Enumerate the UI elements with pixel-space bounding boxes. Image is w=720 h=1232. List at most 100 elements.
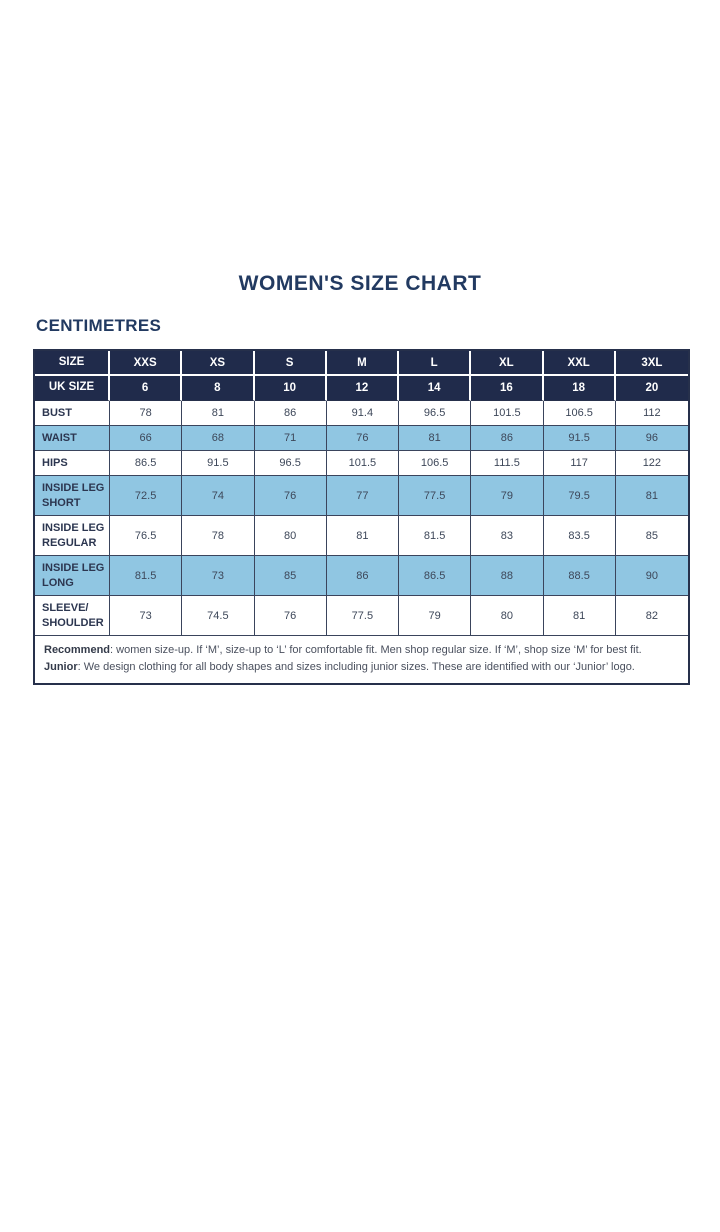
measurement-value: 86.5 <box>110 451 183 476</box>
measurement-value: 74.5 <box>182 596 255 636</box>
measurement-value: 86 <box>254 401 327 426</box>
measurement-value: 81 <box>182 401 255 426</box>
uk-size-row-label: UK SIZE <box>35 376 110 401</box>
measurement-value: 78 <box>110 401 183 426</box>
measurement-value: 86 <box>471 426 544 451</box>
size-col-header: XXS <box>110 351 183 376</box>
size-col-header: M <box>326 351 399 376</box>
measurement-value: 76.5 <box>110 516 183 556</box>
measurement-value: 96 <box>615 426 688 451</box>
measurement-value: 86.5 <box>399 556 472 596</box>
measurement-value: 90 <box>615 556 688 596</box>
measurement-value: 91.5 <box>182 451 255 476</box>
measurement-value: 76 <box>254 476 327 516</box>
measurement-value: 66 <box>110 426 183 451</box>
measurement-value: 117 <box>543 451 616 476</box>
measurement-value: 76 <box>254 596 327 636</box>
footnote-junior: Junior: We design clothing for all body … <box>44 659 679 676</box>
row-label: INSIDE LEG SHORT <box>35 476 110 516</box>
measurement-value: 72.5 <box>110 476 183 516</box>
measurement-value: 77.5 <box>326 596 399 636</box>
measurement-value: 74 <box>182 476 255 516</box>
uk-size-value: 12 <box>326 376 399 401</box>
row-label: INSIDE LEG LONG <box>35 556 110 596</box>
size-col-header: XL <box>471 351 544 376</box>
size-col-header: S <box>254 351 327 376</box>
measurement-value: 112 <box>615 401 688 426</box>
size-row-label: SIZE <box>35 351 110 376</box>
measurement-value: 106.5 <box>543 401 616 426</box>
table-row-footnote: Recommend: women size-up. If ‘M’, size-u… <box>35 636 688 684</box>
measurement-value: 81 <box>543 596 616 636</box>
size-chart-table: SIZE XXS XS S M L XL XXL 3XL UK SIZE 6 8… <box>33 349 690 686</box>
measurement-value: 88 <box>471 556 544 596</box>
page-title: WOMEN'S SIZE CHART <box>238 272 482 295</box>
row-label: INSIDE LEG REGULAR <box>35 516 110 556</box>
table-row-size: SIZE XXS XS S M L XL XXL 3XL <box>35 351 688 376</box>
measurement-value: 83.5 <box>543 516 616 556</box>
footnote-recommend-label: Recommend <box>44 644 111 656</box>
measurement-value: 85 <box>615 516 688 556</box>
measurement-value: 81 <box>399 426 472 451</box>
footnote-cell: Recommend: women size-up. If ‘M’, size-u… <box>35 636 688 684</box>
table-row-inside-leg-short: INSIDE LEG SHORT 72.5 74 76 77 77.5 79 7… <box>35 476 688 516</box>
table-row-waist: WAIST 66 68 71 76 81 86 91.5 96 <box>35 426 688 451</box>
measurement-value: 79 <box>471 476 544 516</box>
measurement-value: 73 <box>110 596 183 636</box>
measurement-value: 91.4 <box>326 401 399 426</box>
size-col-header: 3XL <box>615 351 688 376</box>
footnote-junior-text: : We design clothing for all body shapes… <box>77 661 635 674</box>
measurement-value: 81 <box>615 476 688 516</box>
measurement-value: 101.5 <box>326 451 399 476</box>
footnote-recommend-text: : women size-up. If ‘M’, size-up to ‘L’ … <box>110 644 642 656</box>
uk-size-value: 14 <box>399 376 472 401</box>
measurement-value: 96.5 <box>254 451 327 476</box>
measurement-value: 79.5 <box>543 476 616 516</box>
size-col-header: XS <box>182 351 255 376</box>
measurement-value: 79 <box>399 596 472 636</box>
size-col-header: XXL <box>543 351 616 376</box>
measurement-value: 68 <box>182 426 255 451</box>
table-row-inside-leg-regular: INSIDE LEG REGULAR 76.5 78 80 81 81.5 83… <box>35 516 688 556</box>
row-label: WAIST <box>35 426 110 451</box>
measurement-value: 80 <box>471 596 544 636</box>
measurement-value: 80 <box>254 516 327 556</box>
measurement-value: 122 <box>615 451 688 476</box>
table-row-hips: HIPS 86.5 91.5 96.5 101.5 106.5 111.5 11… <box>35 451 688 476</box>
measurement-value: 91.5 <box>543 426 616 451</box>
uk-size-value: 20 <box>615 376 688 401</box>
uk-size-value: 18 <box>543 376 616 401</box>
measurement-value: 86 <box>326 556 399 596</box>
measurement-value: 77.5 <box>399 476 472 516</box>
uk-size-value: 6 <box>110 376 183 401</box>
table-row-inside-leg-long: INSIDE LEG LONG 81.5 73 85 86 86.5 88 88… <box>35 556 688 596</box>
measurement-value: 78 <box>182 516 255 556</box>
unit-heading: CENTIMETRES <box>36 316 162 335</box>
measurement-value: 85 <box>254 556 327 596</box>
measurement-value: 96.5 <box>399 401 472 426</box>
table-row-bust: BUST 78 81 86 91.4 96.5 101.5 106.5 112 <box>35 401 688 426</box>
measurement-value: 88.5 <box>543 556 616 596</box>
measurement-value: 82 <box>615 596 688 636</box>
measurement-value: 83 <box>471 516 544 556</box>
size-col-header: L <box>399 351 472 376</box>
measurement-value: 77 <box>326 476 399 516</box>
measurement-value: 81.5 <box>399 516 472 556</box>
size-chart-page: WOMEN'S SIZE CHART CENTIMETRES SIZE XXS … <box>0 272 720 1232</box>
row-label: SLEEVE/ SHOULDER <box>35 596 110 636</box>
footnote-recommend: Recommend: women size-up. If ‘M’, size-u… <box>44 642 679 659</box>
measurement-value: 106.5 <box>399 451 472 476</box>
measurement-value: 81.5 <box>110 556 183 596</box>
table-row-uk-size: UK SIZE 6 8 10 12 14 16 18 20 <box>35 376 688 401</box>
uk-size-value: 10 <box>254 376 327 401</box>
row-label: BUST <box>35 401 110 426</box>
measurement-value: 76 <box>326 426 399 451</box>
measurement-value: 81 <box>326 516 399 556</box>
footnote-junior-label: Junior <box>44 661 78 674</box>
measurement-value: 73 <box>182 556 255 596</box>
row-label: HIPS <box>35 451 110 476</box>
measurement-value: 111.5 <box>471 451 544 476</box>
table-row-sleeve-shoulder: SLEEVE/ SHOULDER 73 74.5 76 77.5 79 80 8… <box>35 596 688 636</box>
uk-size-value: 16 <box>471 376 544 401</box>
measurement-value: 71 <box>254 426 327 451</box>
